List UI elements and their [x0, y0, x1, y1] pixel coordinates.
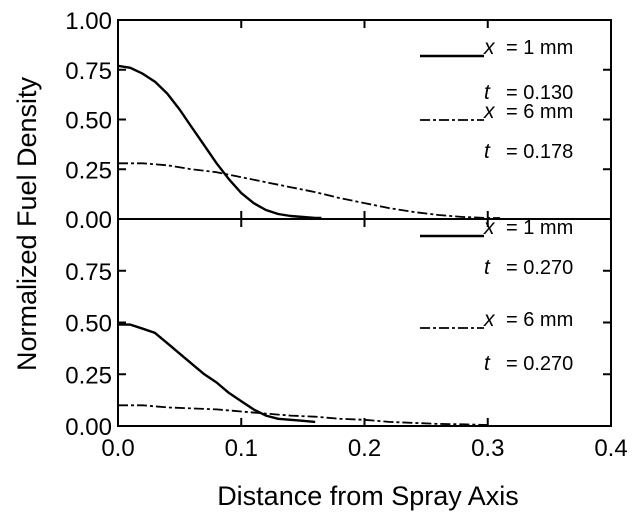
x-tick-label: 0.1: [225, 435, 258, 462]
tick-layer: 0.00 0.25 0.50 0.75 1.00 0.00 0.25 0.50 0.75 0.0 0…: [65, 8, 627, 462]
x-tick-label: 0.4: [594, 435, 627, 462]
plot-layer: [117, 64, 501, 426]
x-tick-label: 0.2: [348, 435, 381, 462]
legend-layer: x = 1 mm t = 0.130 x = 6 mm t = 0.178 x = 1 mm t = …: [420, 36, 573, 375]
top-series-line-2: [118, 162, 501, 219]
bottom-legend-t-label-1: t: [484, 256, 491, 279]
top-legend-x-value-1: = 1 mm: [506, 37, 573, 59]
top-y-tick-label: 0.00: [65, 207, 112, 234]
top-y-tick-label: 0.25: [65, 157, 112, 184]
top-legend-t-value-2: = 0.178: [506, 141, 573, 163]
bottom-legend-t-label-2: t: [484, 352, 491, 375]
bottom-legend-x-value-1: = 1 mm: [506, 217, 573, 239]
bottom-series-line-2: [118, 404, 488, 426]
top-y-tick-label: 0.75: [65, 58, 112, 85]
top-legend-x-label-1: x: [483, 36, 496, 59]
bottom-series-line-1: [118, 323, 316, 424]
bottom-legend-x-label-1: x: [483, 216, 496, 239]
top-legend-t-value-1: = 0.130: [506, 82, 573, 104]
bottom-legend-t-value-2: = 0.270: [506, 353, 573, 375]
y-axis-title: Normalized Fuel Density: [12, 76, 42, 371]
top-legend-x-label-2: x: [483, 100, 496, 123]
top-y-tick-label: 0.50: [65, 108, 112, 135]
bottom-y-tick-label: 0.50: [65, 311, 112, 338]
top-y-tick-label: 1.00: [65, 8, 112, 35]
bottom-y-tick-label: 0.75: [65, 259, 112, 286]
top-legend-t-label-2: t: [484, 140, 491, 163]
x-tick-label: 0.0: [101, 435, 134, 462]
x-axis-title: Distance from Spray Axis: [217, 481, 519, 511]
bottom-legend-x-value-2: = 6 mm: [506, 309, 573, 331]
bottom-y-tick-label: 0.25: [65, 362, 112, 389]
top-legend-x-value-2: = 6 mm: [506, 101, 573, 123]
x-tick-label: 0.3: [471, 435, 504, 462]
top-legend-t-label-1: t: [484, 81, 491, 104]
top-series-line-1: [117, 64, 322, 220]
bottom-y-tick-label: 0.00: [65, 414, 112, 441]
bottom-legend-x-label-2: x: [483, 308, 496, 331]
bottom-legend-t-value-1: = 0.270: [506, 257, 573, 279]
